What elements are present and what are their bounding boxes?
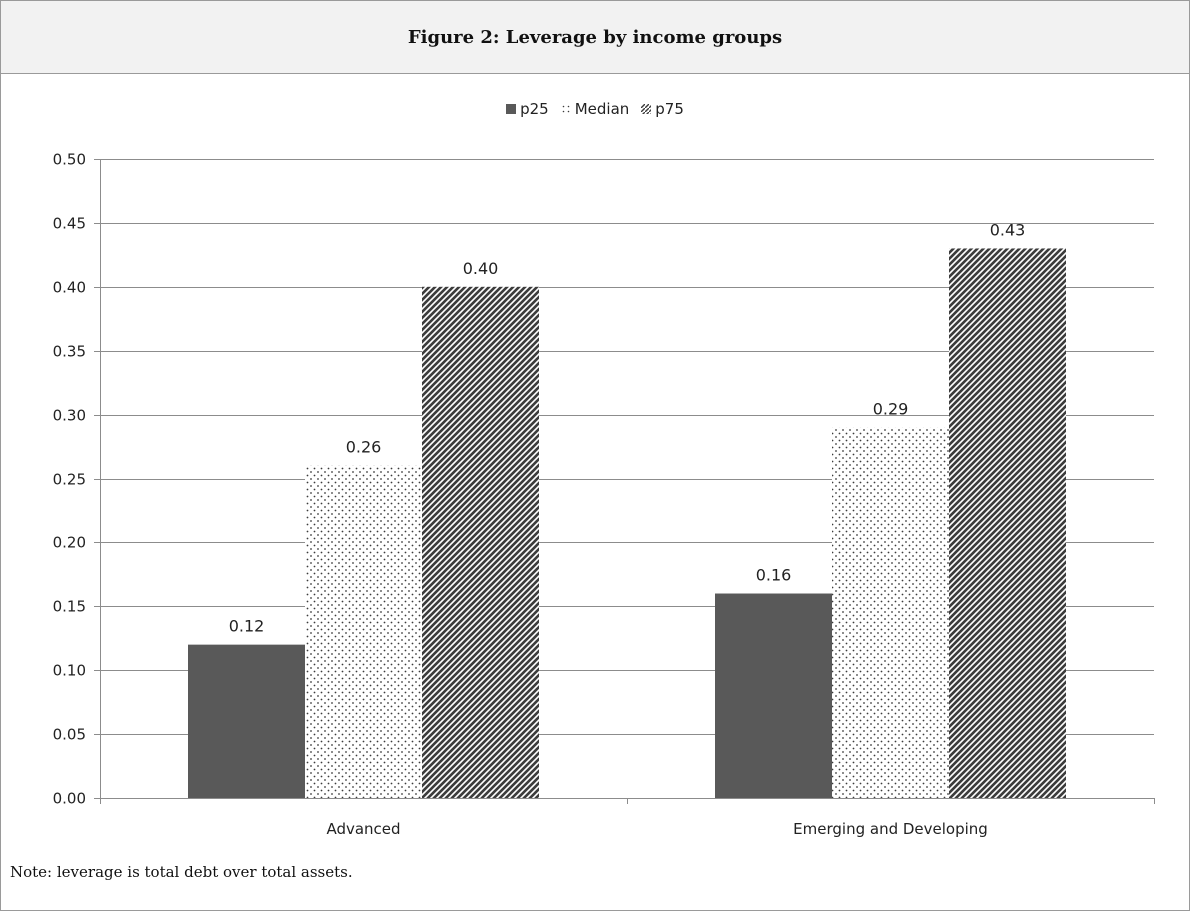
chart-legend: p25 Median p75 [1, 99, 1189, 119]
legend-label-p25: p25 [520, 100, 549, 118]
y-tick-label: 0.15 [53, 598, 86, 616]
y-tick-label: 0.30 [53, 407, 86, 425]
legend-label-p75: p75 [655, 100, 684, 118]
data-label: 0.16 [756, 566, 792, 585]
legend-swatch-median [560, 104, 571, 114]
bar-p75-2 [949, 248, 1066, 798]
figure-title: Figure 2: Leverage by income groups [407, 26, 783, 48]
legend-swatch-p75 [641, 104, 652, 114]
data-labels: 0.12 0.26 0.40 0.16 0.29 0.43 [229, 220, 1026, 635]
bar-median-2 [832, 427, 949, 798]
data-label: 0.29 [873, 399, 909, 418]
y-tick-label: 0.20 [53, 534, 86, 552]
axes: 0.00 0.05 0.10 0.15 0.20 0.25 0.30 0.35 0.40 0.45… [53, 151, 1155, 838]
y-tick-label: 0.00 [53, 790, 86, 808]
figure-note: Note: leverage is total debt over total … [10, 863, 353, 881]
y-tick-label: 0.35 [53, 343, 86, 361]
figure-header: Figure 2: Leverage by income groups [1, 1, 1189, 74]
legend-item-p75: p75 [641, 100, 684, 118]
bar-p25-2 [715, 593, 832, 798]
y-tick-label: 0.45 [53, 215, 86, 233]
x-category-label: Emerging and Developing [793, 820, 988, 838]
data-label: 0.26 [346, 438, 382, 457]
legend-swatch-p25 [506, 104, 517, 114]
legend-item-p25: p25 [506, 100, 549, 118]
bars [188, 248, 1066, 798]
legend-label-median: Median [574, 100, 630, 118]
bar-p75-1 [422, 286, 539, 798]
legend-item-median: Median [560, 100, 630, 118]
y-tick-label: 0.25 [53, 471, 86, 489]
y-tick-label: 0.50 [53, 151, 86, 169]
bar-median-1 [305, 465, 422, 798]
data-label: 0.43 [990, 220, 1026, 239]
y-tick-label: 0.40 [53, 279, 86, 297]
bar-p25-1 [188, 644, 305, 798]
x-category-label: Advanced [326, 820, 400, 838]
data-label: 0.12 [229, 617, 265, 636]
y-tick-label: 0.05 [53, 726, 86, 744]
data-label: 0.40 [463, 259, 499, 278]
y-tick-label: 0.10 [53, 662, 86, 680]
